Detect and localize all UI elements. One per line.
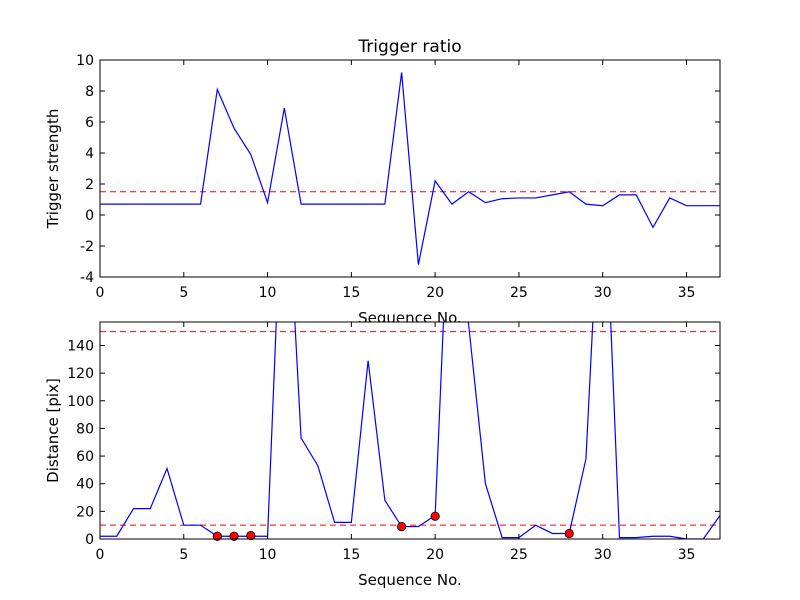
trigger-x-tick-label: 35 — [678, 285, 696, 301]
trigger-y-tick-label: -2 — [80, 239, 94, 255]
trigger-y-tick-label: 6 — [85, 115, 94, 131]
distance-marker-point — [430, 511, 440, 521]
distance-series-line-0 — [100, 322, 720, 539]
trigger-x-tick-label: 20 — [426, 285, 444, 301]
distance-plot-content — [100, 322, 720, 539]
trigger-y-tick-label: 4 — [85, 146, 94, 162]
distance-x-tick-label: 25 — [510, 547, 528, 563]
distance-marker-point — [564, 528, 574, 539]
trigger-series-line-0 — [100, 72, 720, 265]
trigger-x-tick-label: 30 — [594, 285, 612, 301]
distance-y-tick-label: 60 — [76, 449, 94, 465]
trigger-y-tick-label: -4 — [80, 270, 94, 286]
trigger-y-tick-label: 8 — [85, 84, 94, 100]
distance-y-tick-label: 100 — [67, 394, 94, 410]
distance-plot-area — [100, 322, 720, 539]
distance-marker-point — [246, 530, 256, 541]
trigger-axes-frame — [99, 59, 721, 278]
trigger-x-tick-label: 15 — [342, 285, 360, 301]
distance-x-tick-label: 30 — [594, 547, 612, 563]
distance-x-tick-label: 15 — [342, 547, 360, 563]
trigger-y-tick-label: 10 — [76, 53, 94, 69]
distance-x-tick-label: 10 — [259, 547, 277, 563]
distance-marker-point — [397, 521, 407, 532]
trigger-x-tick-label: 0 — [96, 285, 105, 301]
distance-x-axis-label: Sequence No. — [358, 571, 462, 589]
trigger-x-tick-label: 25 — [510, 285, 528, 301]
distance-y-axis-label: Distance [pix] — [44, 378, 62, 483]
distance-axes-frame — [99, 321, 721, 540]
distance-panel: 0 5 10 15 20 25 30 35 0 20 40 60 80 100 120 140 Sequence… — [44, 321, 721, 589]
trigger-y-tick-label: 0 — [85, 208, 94, 224]
distance-marker-point — [229, 531, 239, 541]
trigger-y-axis-label: Trigger strength — [44, 109, 62, 230]
distance-y-tick-label: 80 — [76, 421, 94, 437]
trigger-y-tick-label: 2 — [85, 177, 94, 193]
distance-x-tick-label: 35 — [678, 547, 696, 563]
distance-y-tick-label: 120 — [67, 366, 94, 382]
distance-marker-point — [212, 531, 222, 541]
distance-x-tick-label: 5 — [179, 547, 188, 563]
distance-y-tick-label: 140 — [67, 338, 94, 354]
distance-y-tick-label: 0 — [85, 532, 94, 548]
distance-x-tick-label: 0 — [96, 547, 105, 563]
distance-y-tick-label: 40 — [76, 477, 94, 493]
trigger-x-tick-label: 5 — [179, 285, 188, 301]
distance-x-tick-label: 20 — [426, 547, 444, 563]
trigger-chart-title: Trigger ratio — [357, 37, 461, 57]
distance-y-tick-label: 20 — [76, 504, 94, 520]
trigger-plot-content — [100, 72, 720, 265]
trigger-x-tick-label: 10 — [259, 285, 277, 301]
